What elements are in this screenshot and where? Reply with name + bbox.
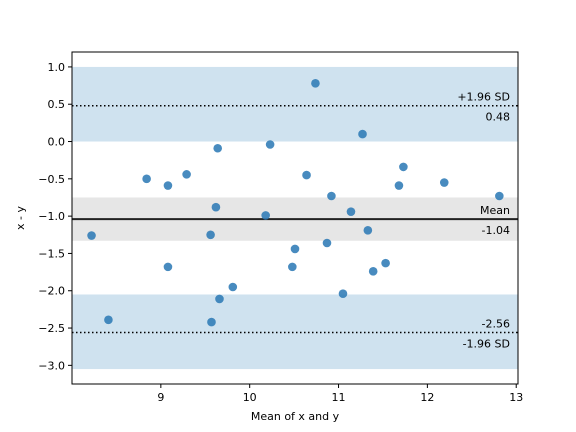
- data-point: [206, 230, 215, 240]
- data-point: [207, 317, 216, 327]
- x-tick-label: 13: [509, 391, 523, 404]
- points-layer: [87, 79, 504, 327]
- bands-layer: [72, 66, 518, 370]
- x-axis-ticks: 9 10 11 12 13: [157, 384, 523, 404]
- data-point: [142, 174, 151, 184]
- data-point: [346, 207, 356, 216]
- data-point: [265, 140, 275, 149]
- data-point: [368, 267, 378, 276]
- data-point: [104, 315, 113, 325]
- mean-title: Mean: [480, 204, 510, 217]
- y-tick-label: 0.0: [48, 136, 66, 149]
- data-point: [215, 294, 224, 304]
- data-point: [363, 226, 373, 235]
- lower-loa-title: -1.96 SD: [463, 338, 510, 351]
- upper-loa-band: [72, 66, 518, 142]
- data-point: [182, 170, 191, 179]
- y-tick-label: −1.5: [38, 247, 65, 260]
- y-tick-label: 1.0: [48, 61, 66, 74]
- y-tick-label: −2.0: [38, 285, 65, 298]
- y-axis-label: x - y: [14, 206, 27, 230]
- data-point: [311, 79, 320, 88]
- y-tick-label: 0.5: [48, 98, 66, 111]
- data-point: [495, 191, 504, 201]
- data-point: [261, 211, 270, 220]
- data-point: [358, 129, 367, 139]
- data-point: [399, 162, 408, 172]
- data-point: [163, 181, 173, 190]
- y-axis-ticks: −3.0 −2.5 −2.0 −1.5 −1.0 −0.5 0.0 0.5 1.0: [38, 61, 72, 372]
- data-point: [327, 191, 336, 201]
- data-point: [213, 143, 223, 153]
- data-point: [87, 231, 96, 240]
- data-point: [228, 282, 238, 292]
- y-tick-label: −1.0: [38, 210, 65, 223]
- x-tick-label: 9: [157, 391, 164, 404]
- y-tick-label: −2.5: [38, 322, 65, 335]
- data-point: [394, 181, 404, 190]
- data-point: [211, 202, 221, 212]
- data-point: [322, 238, 332, 248]
- data-point: [338, 289, 348, 299]
- data-point: [288, 262, 297, 272]
- data-point: [381, 258, 390, 268]
- lower-loa-value: -2.56: [482, 318, 510, 331]
- lines-layer: [72, 104, 518, 334]
- upper-loa-value: 0.48: [486, 111, 511, 124]
- data-point: [290, 244, 300, 254]
- data-point: [302, 170, 311, 180]
- mean-value: -1.04: [482, 224, 510, 237]
- y-tick-label: −3.0: [38, 359, 65, 372]
- x-tick-label: 12: [420, 391, 434, 404]
- upper-loa-title: +1.96 SD: [457, 91, 510, 104]
- y-tick-label: −0.5: [38, 173, 65, 186]
- x-tick-label: 11: [332, 391, 346, 404]
- lower-loa-band: [72, 294, 518, 370]
- data-point: [439, 178, 449, 187]
- data-point: [163, 262, 173, 272]
- x-tick-label: 10: [243, 391, 257, 404]
- x-axis-label: Mean of x and y: [251, 410, 340, 423]
- plot-frame: [71, 51, 519, 385]
